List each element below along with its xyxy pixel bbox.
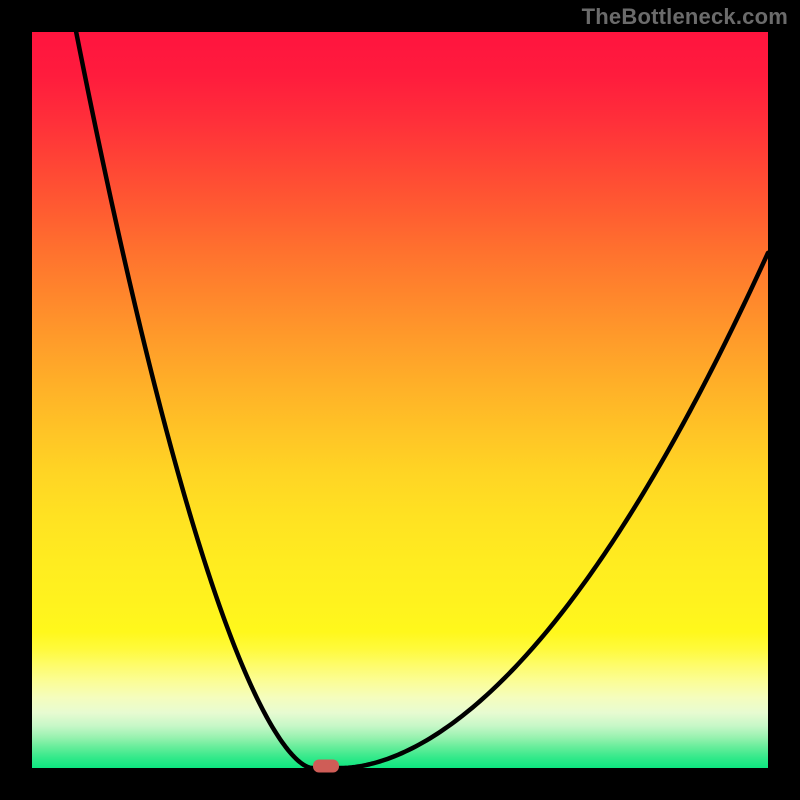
figure-container: TheBottleneck.com (0, 0, 800, 800)
optimum-marker (313, 760, 339, 773)
plot-area (32, 32, 768, 768)
bottleneck-curve (32, 32, 768, 768)
watermark-text: TheBottleneck.com (582, 4, 788, 30)
curve-path (76, 32, 768, 768)
